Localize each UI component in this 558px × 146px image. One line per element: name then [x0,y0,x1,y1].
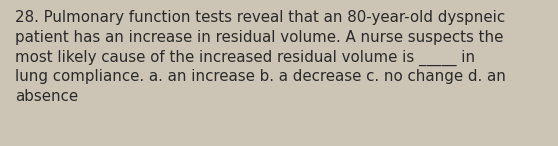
Text: absence: absence [15,89,78,104]
Text: 28. Pulmonary function tests reveal that an 80-year-old dyspneic: 28. Pulmonary function tests reveal that… [15,10,505,25]
Text: patient has an increase in residual volume. A nurse suspects the: patient has an increase in residual volu… [15,30,503,45]
Text: most likely cause of the increased residual volume is _____ in: most likely cause of the increased resid… [15,50,475,66]
Text: lung compliance. a. an increase b. a decrease c. no change d. an: lung compliance. a. an increase b. a dec… [15,69,506,84]
